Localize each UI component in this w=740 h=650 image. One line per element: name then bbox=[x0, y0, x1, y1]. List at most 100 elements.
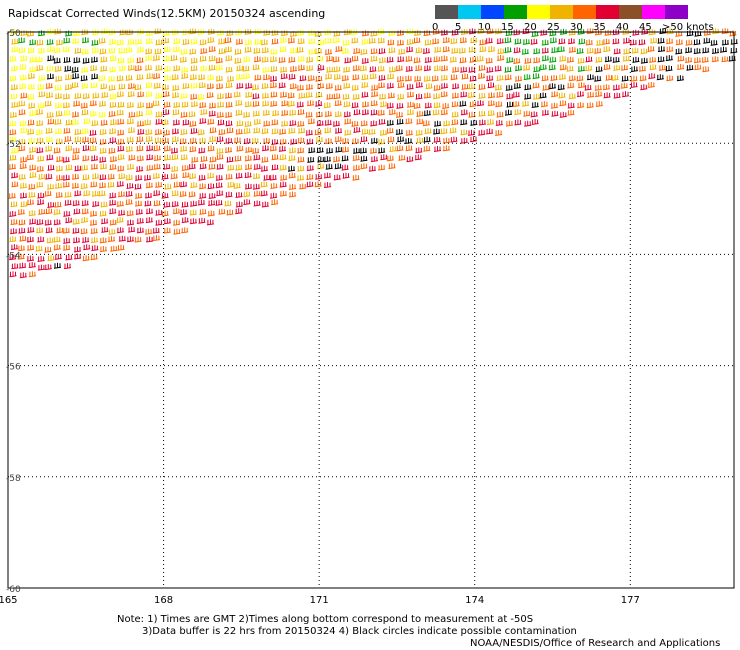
wind-barb bbox=[235, 192, 243, 198]
wind-barb bbox=[317, 163, 325, 170]
wind-barb bbox=[568, 46, 576, 53]
wind-barb bbox=[353, 127, 361, 133]
wind-barb bbox=[46, 65, 54, 72]
wind-barb bbox=[216, 190, 224, 197]
wind-barb bbox=[469, 136, 478, 143]
wind-barb bbox=[630, 66, 638, 73]
wind-barb bbox=[26, 154, 34, 161]
wind-barb bbox=[11, 101, 19, 108]
wind-barb bbox=[270, 48, 278, 55]
wind-barb bbox=[242, 65, 250, 72]
wind-barb bbox=[199, 39, 207, 46]
wind-barb bbox=[126, 210, 134, 217]
wind-barb bbox=[548, 83, 556, 90]
wind-barb bbox=[675, 30, 683, 37]
wind-barb bbox=[352, 155, 360, 161]
wind-barb bbox=[602, 84, 610, 91]
wind-barb bbox=[371, 84, 379, 91]
wind-barb bbox=[99, 156, 107, 163]
wind-barb bbox=[622, 37, 631, 44]
wind-barb bbox=[90, 155, 99, 162]
wind-barb bbox=[270, 192, 278, 199]
wind-barb bbox=[541, 47, 549, 54]
wind-barb bbox=[314, 181, 322, 188]
wind-barb bbox=[116, 200, 124, 207]
wind-barb bbox=[99, 48, 107, 55]
wind-barb bbox=[281, 120, 289, 127]
wind-barb bbox=[605, 74, 613, 81]
wind-barb bbox=[244, 121, 252, 127]
wind-barb bbox=[711, 56, 719, 63]
wind-barb bbox=[242, 73, 250, 80]
wind-barb bbox=[244, 155, 252, 162]
wind-barb bbox=[494, 84, 502, 91]
wind-barb bbox=[351, 55, 359, 62]
wind-barb bbox=[206, 219, 214, 226]
wind-barb bbox=[243, 191, 251, 198]
wind-barb bbox=[271, 164, 279, 171]
wind-barb bbox=[289, 66, 297, 72]
wind-barb bbox=[710, 39, 718, 46]
wind-barb bbox=[308, 147, 316, 154]
legend-label: 20 bbox=[524, 22, 537, 33]
wind-barb bbox=[361, 57, 369, 64]
wind-barb bbox=[154, 137, 162, 144]
wind-barb bbox=[109, 101, 117, 108]
wind-barb bbox=[98, 75, 106, 82]
wind-barb bbox=[145, 228, 153, 235]
wind-barb bbox=[153, 200, 161, 207]
wind-barb bbox=[254, 38, 262, 45]
wind-barb bbox=[244, 46, 252, 53]
wind-barb bbox=[261, 47, 269, 54]
wind-barb bbox=[352, 74, 360, 81]
wind-barb bbox=[72, 200, 80, 207]
wind-barb bbox=[386, 82, 394, 89]
wind-barb bbox=[28, 262, 36, 269]
wind-barb bbox=[378, 48, 386, 55]
wind-barb bbox=[209, 127, 217, 134]
wind-barb bbox=[657, 46, 666, 53]
wind-barb bbox=[89, 137, 97, 144]
wind-barb bbox=[443, 120, 451, 127]
wind-barb bbox=[621, 91, 630, 98]
wind-barb bbox=[702, 47, 710, 54]
wind-barb bbox=[324, 127, 332, 134]
wind-barb bbox=[217, 101, 225, 108]
wind-barb bbox=[594, 75, 602, 82]
wind-barb bbox=[109, 199, 117, 206]
wind-barb bbox=[377, 65, 385, 72]
wind-barb bbox=[125, 190, 133, 197]
wind-barb bbox=[11, 263, 19, 270]
wind-barb bbox=[73, 208, 81, 215]
legend-swatch bbox=[596, 5, 619, 19]
wind-barb bbox=[72, 30, 80, 37]
wind-barb bbox=[63, 263, 72, 270]
wind-barb bbox=[118, 83, 126, 90]
wind-barb bbox=[542, 84, 550, 91]
wind-barb bbox=[604, 29, 612, 36]
wind-barb bbox=[567, 82, 575, 89]
wind-barb bbox=[126, 102, 134, 108]
wind-barb bbox=[189, 28, 197, 35]
wind-barb bbox=[199, 163, 207, 170]
wind-barb bbox=[116, 217, 124, 223]
wind-barb bbox=[496, 111, 504, 118]
wind-barb bbox=[46, 73, 55, 80]
wind-barb bbox=[523, 74, 531, 81]
wind-barb bbox=[145, 102, 153, 109]
wind-barb bbox=[675, 48, 683, 55]
wind-barb bbox=[135, 174, 143, 181]
wind-barb bbox=[289, 83, 297, 90]
wind-barb bbox=[530, 111, 538, 118]
wind-barb bbox=[299, 75, 307, 82]
wind-barb bbox=[566, 65, 574, 72]
wind-barb bbox=[359, 65, 367, 72]
wind-barb bbox=[370, 100, 378, 107]
wind-barb bbox=[29, 39, 37, 46]
wind-barb bbox=[10, 65, 19, 72]
wind-barb bbox=[449, 127, 457, 134]
wind-barb bbox=[109, 55, 117, 62]
wind-barb bbox=[649, 64, 657, 71]
wind-barb bbox=[81, 128, 89, 135]
wind-barb bbox=[368, 37, 376, 44]
